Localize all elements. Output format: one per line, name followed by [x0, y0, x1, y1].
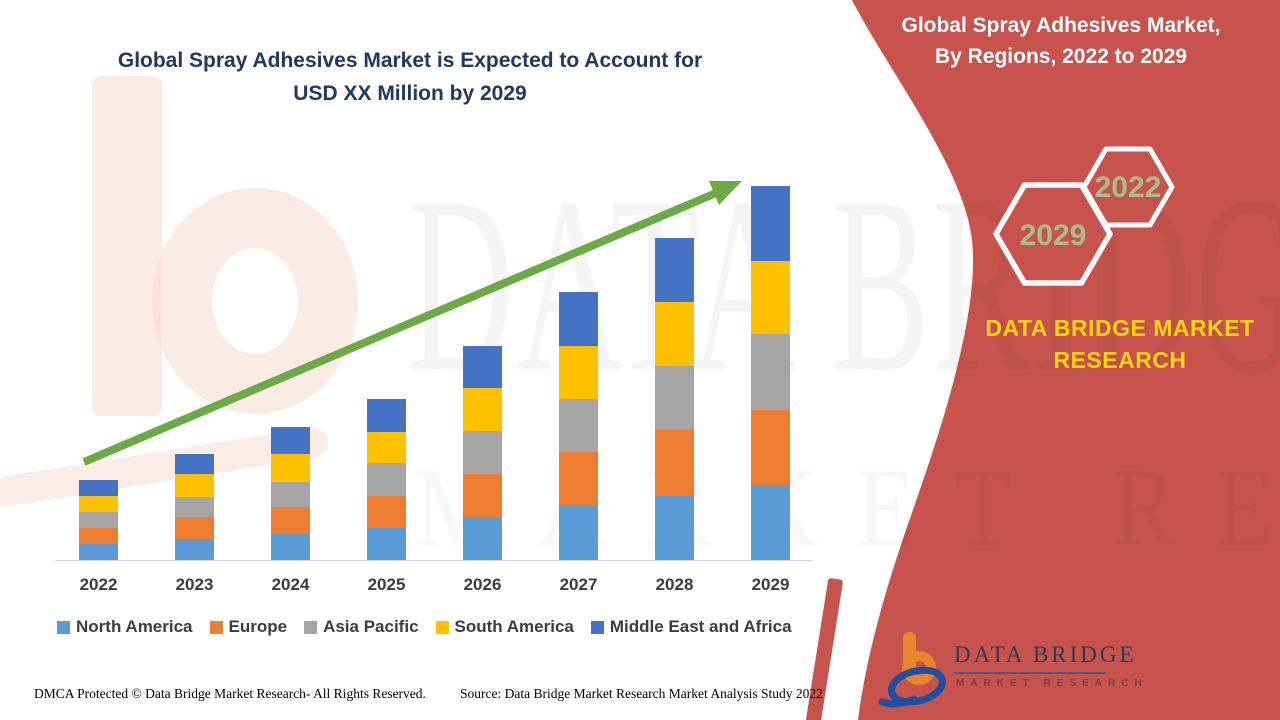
- bar-segment-2022-europe: [79, 528, 118, 544]
- chart-title-line2: USD XX Million by 2029: [293, 82, 527, 105]
- bar-segment-2022-middle-east-and-africa: [79, 480, 118, 496]
- brand-line2: RESEARCH: [1053, 347, 1187, 373]
- legend-swatch-icon: [435, 620, 449, 634]
- legend-swatch-icon: [590, 620, 604, 634]
- x-tick-label-2024: 2024: [271, 575, 310, 594]
- hexagon-2022-label: 2022: [1095, 171, 1162, 204]
- brand-wordmark: DATA BRIDGE MARKET RESEARCH: [950, 312, 1280, 376]
- legend-item-asia-pacific: Asia Pacific: [304, 617, 419, 637]
- legend-label: Asia Pacific: [323, 617, 419, 636]
- bar-segment-2027-north-america: [559, 506, 598, 560]
- bar-segment-2022-north-america: [79, 544, 118, 560]
- bar-segment-2028-north-america: [655, 496, 694, 560]
- logo-sub-text: MARKET RESEARCH: [956, 678, 1148, 689]
- panel-title: Global Spray Adhesives Market, By Region…: [878, 10, 1244, 72]
- source-text: Source: Data Bridge Market Research Mark…: [460, 686, 823, 701]
- bar-segment-2026-middle-east-and-africa: [463, 346, 502, 388]
- bar-segment-2029-middle-east-and-africa: [751, 186, 790, 261]
- hexagon-2029-label: 2029: [1020, 219, 1087, 252]
- bar-segment-2024-europe: [271, 507, 310, 534]
- bar-segment-2026-north-america: [463, 517, 502, 560]
- bar-segment-2025-asia-pacific: [367, 463, 406, 496]
- x-tick-label-2028: 2028: [655, 575, 694, 594]
- legend-item-middle-east-and-africa: Middle East and Africa: [590, 617, 792, 637]
- legend-item-south-america: South America: [435, 617, 574, 637]
- dmca-text: DMCA Protected © Data Bridge Market Rese…: [34, 686, 426, 701]
- panel-title-line2: By Regions, 2022 to 2029: [934, 45, 1188, 68]
- databridge-logo-icon: [878, 632, 946, 708]
- x-tick-label-2027: 2027: [559, 575, 598, 594]
- bar-segment-2024-north-america: [271, 534, 310, 560]
- bar-segment-2024-south-america: [271, 454, 310, 482]
- bar-segment-2025-south-america: [367, 432, 406, 463]
- bar-segment-2023-middle-east-and-africa: [175, 454, 214, 474]
- bar-segment-2028-asia-pacific: [655, 366, 694, 430]
- bar-segment-2024-middle-east-and-africa: [271, 427, 310, 454]
- bar-segment-2026-asia-pacific: [463, 431, 502, 474]
- bar-segment-2027-asia-pacific: [559, 399, 598, 452]
- databridge-logo: DATA BRIDGE MARKET RESEARCH: [876, 626, 1142, 712]
- legend-swatch-icon: [57, 620, 70, 634]
- bar-segment-2029-north-america: [751, 485, 790, 560]
- hexagon-2029-icon: [993, 182, 1113, 286]
- bar-segment-2029-europe: [751, 410, 790, 485]
- bar-segment-2023-asia-pacific: [175, 497, 214, 517]
- x-tick-label-2023: 2023: [175, 575, 214, 594]
- panel-title-line1: Global Spray Adhesives Market,: [901, 14, 1221, 37]
- bar-segment-2027-south-america: [559, 346, 598, 399]
- bar-segment-2029-south-america: [751, 261, 790, 334]
- legend-item-north-america: North America: [57, 617, 193, 637]
- bar-segment-2024-asia-pacific: [271, 482, 310, 507]
- brand-line1: DATA BRIDGE MARKET: [985, 315, 1255, 341]
- bar-segment-2027-europe: [559, 452, 598, 506]
- hexagon-badges: 2029 2022: [993, 146, 1175, 286]
- bar-segment-2029-asia-pacific: [751, 334, 790, 410]
- legend: North America Europe Asia Pacific South Ame…: [57, 617, 792, 637]
- legend-label: Europe: [228, 617, 288, 636]
- bar-segment-2022-south-america: [79, 496, 118, 512]
- bar-segment-2028-europe: [655, 430, 694, 496]
- logo-name-text: DATA BRIDGE: [954, 642, 1137, 667]
- legend-label: Middle East and Africa: [609, 617, 792, 636]
- x-tick-label-2025: 2025: [367, 575, 406, 594]
- chart-title-line1: Global Spray Adhesives Market is Expecte…: [117, 49, 703, 72]
- legend-swatch-icon: [304, 620, 318, 634]
- bar-segment-2023-north-america: [175, 539, 214, 560]
- legend-item-europe: Europe: [209, 617, 288, 637]
- legend-label: South America: [454, 617, 574, 636]
- legend-swatch-icon: [209, 620, 223, 634]
- chart-title: Global Spray Adhesives Market is Expecte…: [60, 44, 760, 110]
- legend-label: North America: [76, 617, 193, 636]
- bar-segment-2026-south-america: [463, 388, 502, 431]
- bar-segment-2023-europe: [175, 517, 214, 539]
- bar-segment-2025-europe: [367, 496, 406, 528]
- bar-segment-2027-middle-east-and-africa: [559, 292, 598, 346]
- bar-segment-2023-south-america: [175, 474, 214, 497]
- x-tick-label-2022: 2022: [79, 575, 118, 594]
- bar-segment-2028-south-america: [655, 302, 694, 366]
- x-tick-label-2026: 2026: [463, 575, 502, 594]
- bar-segment-2026-europe: [463, 474, 502, 517]
- bar-segment-2022-asia-pacific: [79, 512, 118, 528]
- bar-segment-2025-north-america: [367, 528, 406, 560]
- x-axis-line: [55, 560, 812, 561]
- bar-segment-2025-middle-east-and-africa: [367, 399, 406, 432]
- x-tick-label-2029: 2029: [751, 575, 790, 594]
- bar-segment-2028-middle-east-and-africa: [655, 238, 694, 302]
- logo-divider: [954, 672, 1106, 674]
- hexagon-2022-icon: [1081, 146, 1175, 228]
